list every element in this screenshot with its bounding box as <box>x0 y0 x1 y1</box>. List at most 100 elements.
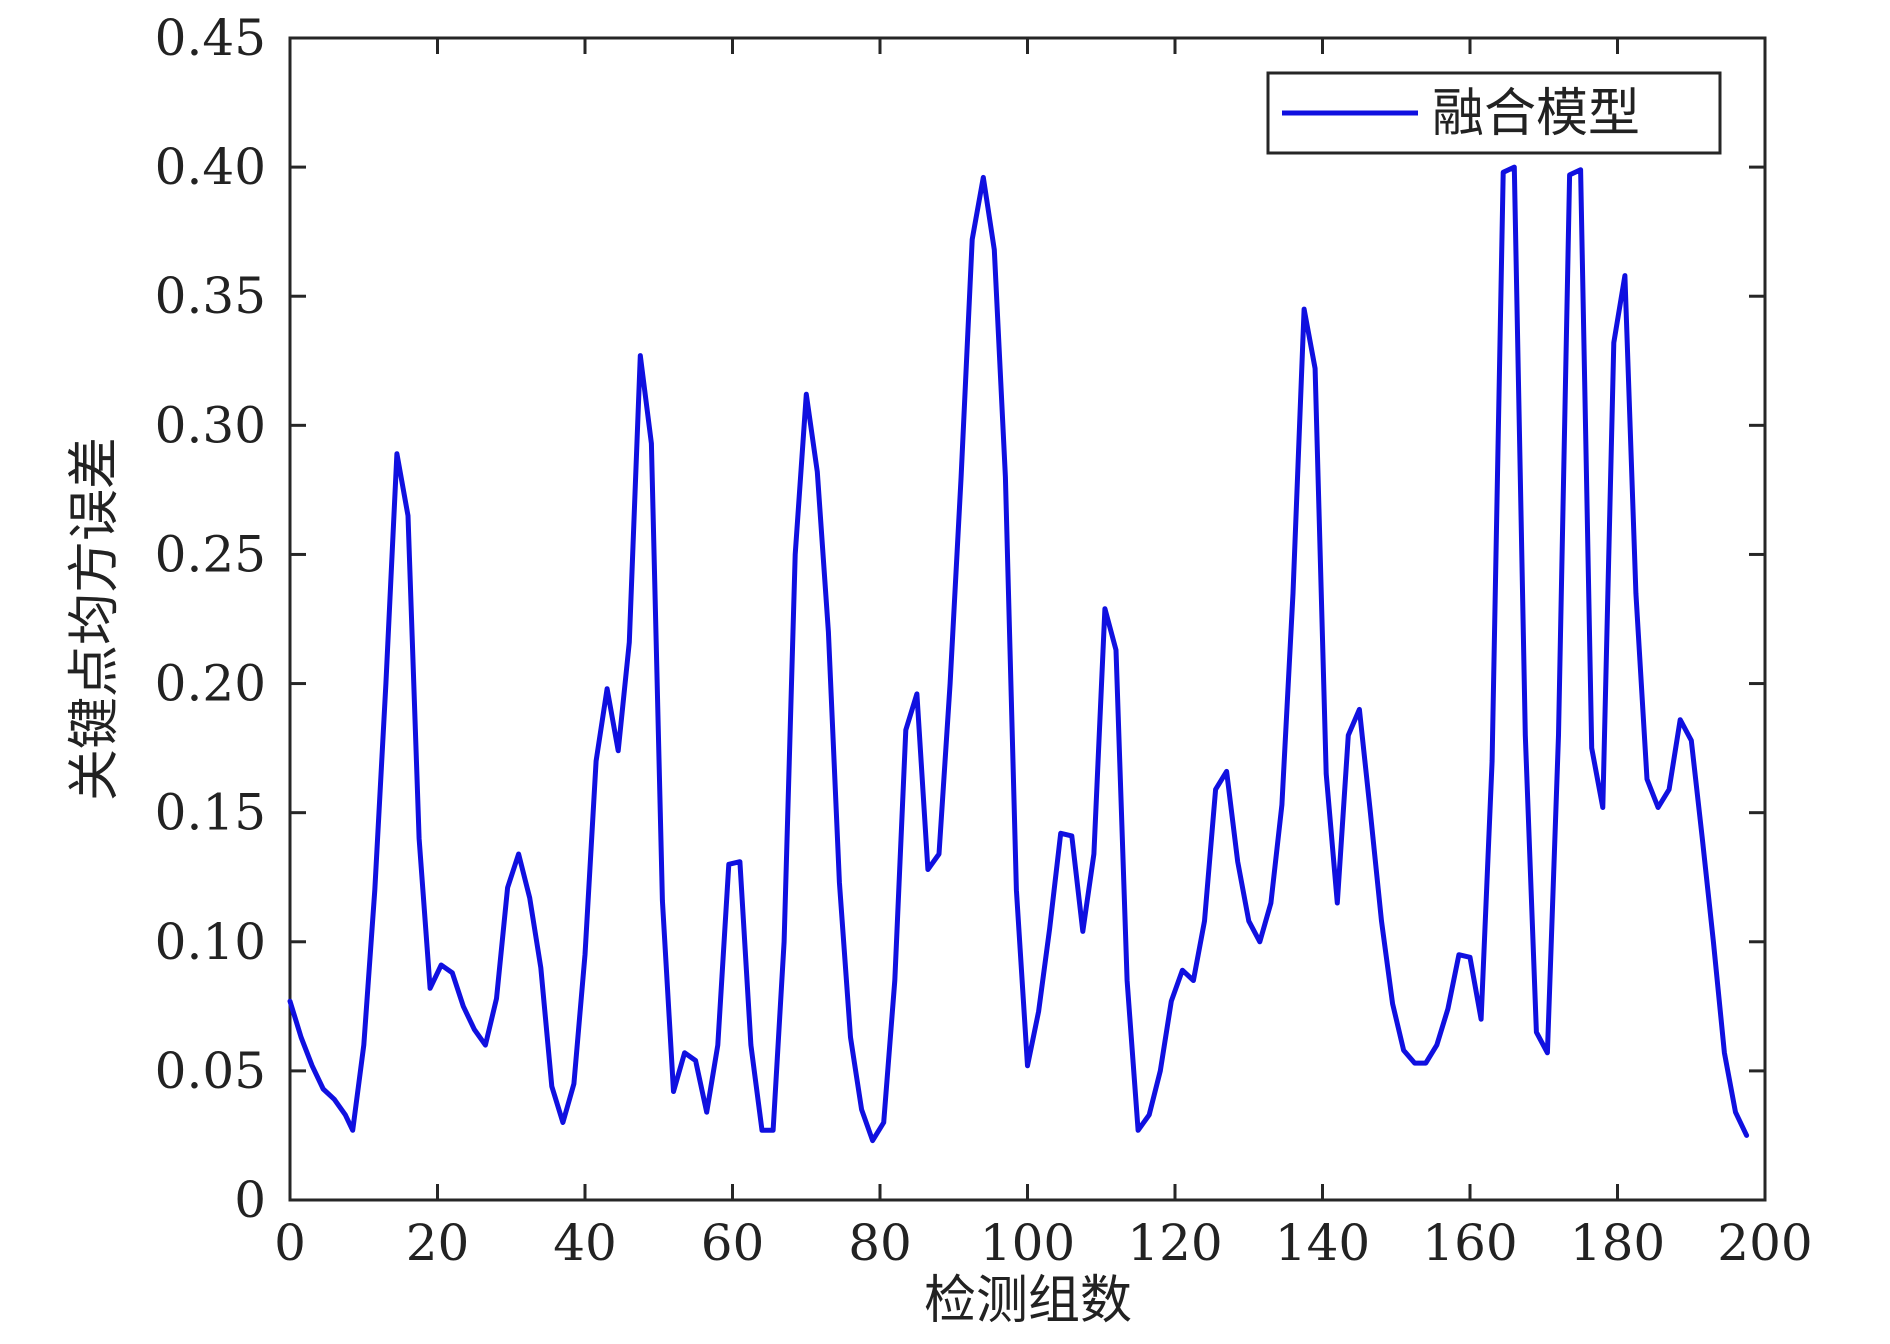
data-point <box>395 452 399 456</box>
data-point <box>638 354 642 358</box>
data-point <box>483 1043 487 1047</box>
data-point <box>1368 811 1372 815</box>
y-tick-label: 0.10 <box>155 913 266 971</box>
data-point <box>1026 1064 1029 1068</box>
data-point <box>1612 341 1616 345</box>
y-tick-label: 0.15 <box>155 784 266 842</box>
data-point <box>1391 1002 1395 1006</box>
data-point <box>1623 274 1627 278</box>
data-point <box>1601 806 1605 809</box>
x-axis-title: 检测组数 <box>924 1271 1132 1331</box>
x-tick-label: 60 <box>701 1214 765 1272</box>
data-point <box>1446 1007 1450 1011</box>
data-point <box>1203 919 1206 923</box>
data-point <box>1269 901 1273 905</box>
data-point <box>1545 1051 1549 1055</box>
data-point <box>1191 979 1195 982</box>
data-point <box>1700 837 1704 840</box>
data-point <box>428 986 432 990</box>
data-point <box>1380 919 1383 923</box>
data-point <box>1357 707 1361 711</box>
data-point <box>1435 1043 1439 1047</box>
y-tick-label: 0.30 <box>155 396 266 454</box>
x-tick-label: 40 <box>553 1214 617 1272</box>
data-point <box>1645 777 1649 781</box>
y-tick-label: 0.35 <box>155 267 266 325</box>
data-point <box>1479 1017 1483 1021</box>
data-point <box>373 888 377 892</box>
data-point <box>343 1113 347 1117</box>
y-axis-title: 关键点均方误差 <box>65 437 125 801</box>
data-point <box>672 1090 675 1093</box>
data-point <box>461 1004 465 1008</box>
y-tick-label: 0.40 <box>155 138 266 196</box>
data-point <box>417 837 421 840</box>
data-point <box>738 860 742 864</box>
series-points <box>288 165 1749 1143</box>
data-point <box>915 692 919 696</box>
data-point <box>550 1084 554 1088</box>
y-tick-label: 0 <box>234 1171 266 1229</box>
data-point <box>583 953 587 957</box>
data-point <box>1579 168 1583 172</box>
data-point <box>1125 979 1129 982</box>
data-point <box>1147 1113 1151 1117</box>
data-point <box>288 999 292 1003</box>
data-point <box>727 862 731 866</box>
data-point <box>1335 901 1339 905</box>
data-point <box>1092 852 1096 856</box>
data-point <box>299 1035 303 1039</box>
data-point <box>937 852 941 856</box>
data-point <box>321 1087 325 1091</box>
data-point <box>1722 1051 1726 1055</box>
axis-tick-labels: 0 20 40 60 80 100 120 140 160 180 200 0 0.05 0.10 0.15… <box>155 9 1813 1272</box>
data-point <box>1501 170 1505 174</box>
data-point <box>749 1043 753 1047</box>
data-point <box>351 1128 355 1132</box>
data-point <box>1214 787 1218 791</box>
data-point <box>1037 1010 1041 1013</box>
data-point <box>1689 738 1693 742</box>
data-point <box>1070 834 1074 838</box>
data-point <box>1402 1048 1406 1052</box>
data-point <box>981 175 985 179</box>
x-tick-label: 0 <box>274 1214 306 1272</box>
data-point <box>1424 1061 1428 1065</box>
data-point <box>1590 746 1594 750</box>
data-point <box>1634 591 1638 595</box>
data-point <box>616 749 620 753</box>
data-point <box>1734 1110 1737 1114</box>
data-point <box>1534 1030 1538 1034</box>
y-tick-label: 0.45 <box>155 9 266 67</box>
data-point <box>860 1108 864 1112</box>
data-point <box>760 1128 764 1132</box>
data-point <box>1003 475 1007 479</box>
data-point <box>594 759 598 763</box>
y-tick-label: 0.05 <box>155 1042 266 1100</box>
x-tick-label: 20 <box>406 1214 470 1272</box>
y-tick-label: 0.20 <box>155 655 266 713</box>
data-point <box>605 687 609 691</box>
x-tick-label: 200 <box>1717 1214 1812 1272</box>
x-tick-label: 140 <box>1275 1214 1370 1272</box>
data-point <box>1324 772 1328 776</box>
data-point <box>1413 1061 1417 1065</box>
data-point <box>384 682 388 686</box>
data-point <box>506 886 510 890</box>
x-tick-label: 80 <box>848 1214 912 1272</box>
data-point <box>1313 367 1317 370</box>
data-point <box>904 728 908 732</box>
data-point <box>1258 940 1262 944</box>
data-point <box>561 1121 565 1124</box>
x-tick-label: 180 <box>1570 1214 1665 1272</box>
data-point <box>1014 888 1018 892</box>
data-point <box>1656 806 1660 809</box>
x-tick-label: 100 <box>980 1214 1075 1272</box>
data-point <box>1457 953 1461 957</box>
data-point <box>1247 919 1251 923</box>
x-tick-label: 120 <box>1127 1214 1222 1272</box>
data-point <box>1523 733 1527 737</box>
data-point <box>1169 999 1173 1003</box>
data-point <box>705 1110 709 1114</box>
data-point <box>517 852 521 856</box>
